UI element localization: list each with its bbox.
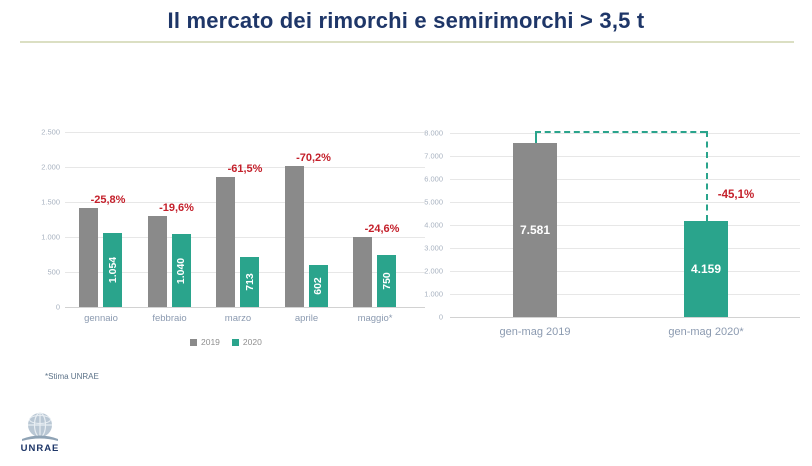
y-tick-label: 0: [55, 302, 60, 312]
y-tick-label: 500: [47, 267, 60, 277]
category-label: febbraio: [152, 313, 187, 324]
bracket-line-left: [535, 131, 537, 143]
bar-value-label: 602: [312, 277, 324, 295]
x-axis-line: [65, 307, 425, 308]
x-axis-line: [450, 317, 800, 318]
ytd-comparison-chart: 0 1.000 2.000 3.000 4.000 5.000 6.000 7.000 8.00…: [424, 125, 812, 360]
unrae-logo: UNRAE: [16, 410, 64, 456]
bar-2019: [284, 165, 304, 307]
y-tick-label: 3.000: [424, 243, 443, 253]
legend-item-2020: 2020: [231, 337, 262, 347]
gridline: [450, 271, 800, 272]
y-tick-label: 1.000: [424, 289, 443, 299]
bar-2019: [147, 216, 167, 307]
category-label: gen-mag 2019: [499, 326, 571, 338]
monthly-comparison-chart: 2019 2020 0 500 1.000 1.500 2.000 2.500 1.054 -…: [40, 125, 432, 360]
y-tick-label: 5.000: [424, 197, 443, 207]
gridline: [450, 156, 800, 157]
bracket-line-top: [535, 131, 706, 133]
bar-2020-total: [684, 221, 728, 317]
y-tick-label: 7.000: [424, 151, 443, 161]
legend-label-2019: 2019: [201, 337, 220, 347]
y-tick-label: 0: [438, 312, 443, 322]
y-tick-label: 6.000: [424, 174, 443, 184]
logo-text: UNRAE: [20, 443, 60, 454]
bar-2019: [79, 207, 98, 307]
bar-2020: [308, 264, 328, 307]
bar-2020: [171, 234, 191, 307]
gridline: [450, 294, 800, 295]
footnote: *Stima UNRAE: [45, 372, 99, 381]
category-label: aprile: [294, 313, 319, 324]
y-tick-label: 8.000: [424, 128, 443, 138]
bar-value-label: 750: [380, 271, 393, 290]
legend-swatch-2019: [190, 338, 197, 346]
gridline: [450, 202, 800, 203]
pct-change-label: -61,5%: [227, 163, 263, 176]
legend-swatch-2020: [231, 338, 239, 346]
chart-legend: 2019 2020: [190, 337, 262, 347]
y-tick-label: 2.000: [424, 266, 443, 276]
gridline: [450, 248, 800, 249]
category-label: gennaio: [84, 313, 118, 324]
y-tick-label: 1.000: [41, 232, 60, 242]
category-label: gen-mag 2020*: [668, 326, 744, 338]
y-tick-label: 1.500: [41, 197, 60, 207]
bar-value-label: 1.054: [106, 256, 119, 284]
bar-value-label: 713: [243, 273, 256, 291]
y-tick-label: 2.000: [41, 162, 60, 172]
title-underline: [20, 41, 794, 43]
gridline: [65, 167, 425, 168]
y-tick-label: 4.000: [424, 220, 443, 230]
bar-value-label: 1.040: [175, 257, 187, 284]
bracket-line-right: [706, 131, 708, 222]
category-label: marzo: [224, 313, 252, 324]
category-label: maggio*: [357, 313, 393, 324]
gridline: [450, 179, 800, 180]
bar-2020: [240, 257, 259, 307]
bar-2019: [353, 237, 372, 307]
y-tick-label: 2.500: [41, 127, 60, 137]
pct-change-label: -45,1%: [717, 189, 755, 201]
globe-icon: [22, 412, 58, 441]
bar-2020: [377, 254, 396, 307]
gridline: [450, 225, 800, 226]
pct-change-label: -25,8%: [90, 193, 126, 206]
gridline: [65, 202, 425, 203]
bar-2019-total: [513, 142, 557, 317]
gridline: [65, 237, 425, 238]
pct-change-label: -19,6%: [159, 202, 194, 215]
pct-change-label: -24,6%: [364, 223, 400, 236]
bar-value-label: 7.581: [519, 222, 551, 237]
bar-value-label: 4.159: [690, 262, 722, 277]
bar-2019: [216, 177, 235, 307]
gridline: [65, 132, 425, 133]
gridline: [450, 133, 800, 134]
pct-change-label: -70,2%: [296, 151, 331, 164]
legend-item-2019: 2019: [190, 337, 220, 347]
bar-2020: [103, 233, 122, 307]
page-title: Il mercato dei rimorchi e semirimorchi >…: [167, 8, 645, 33]
legend-label-2020: 2020: [242, 337, 262, 347]
